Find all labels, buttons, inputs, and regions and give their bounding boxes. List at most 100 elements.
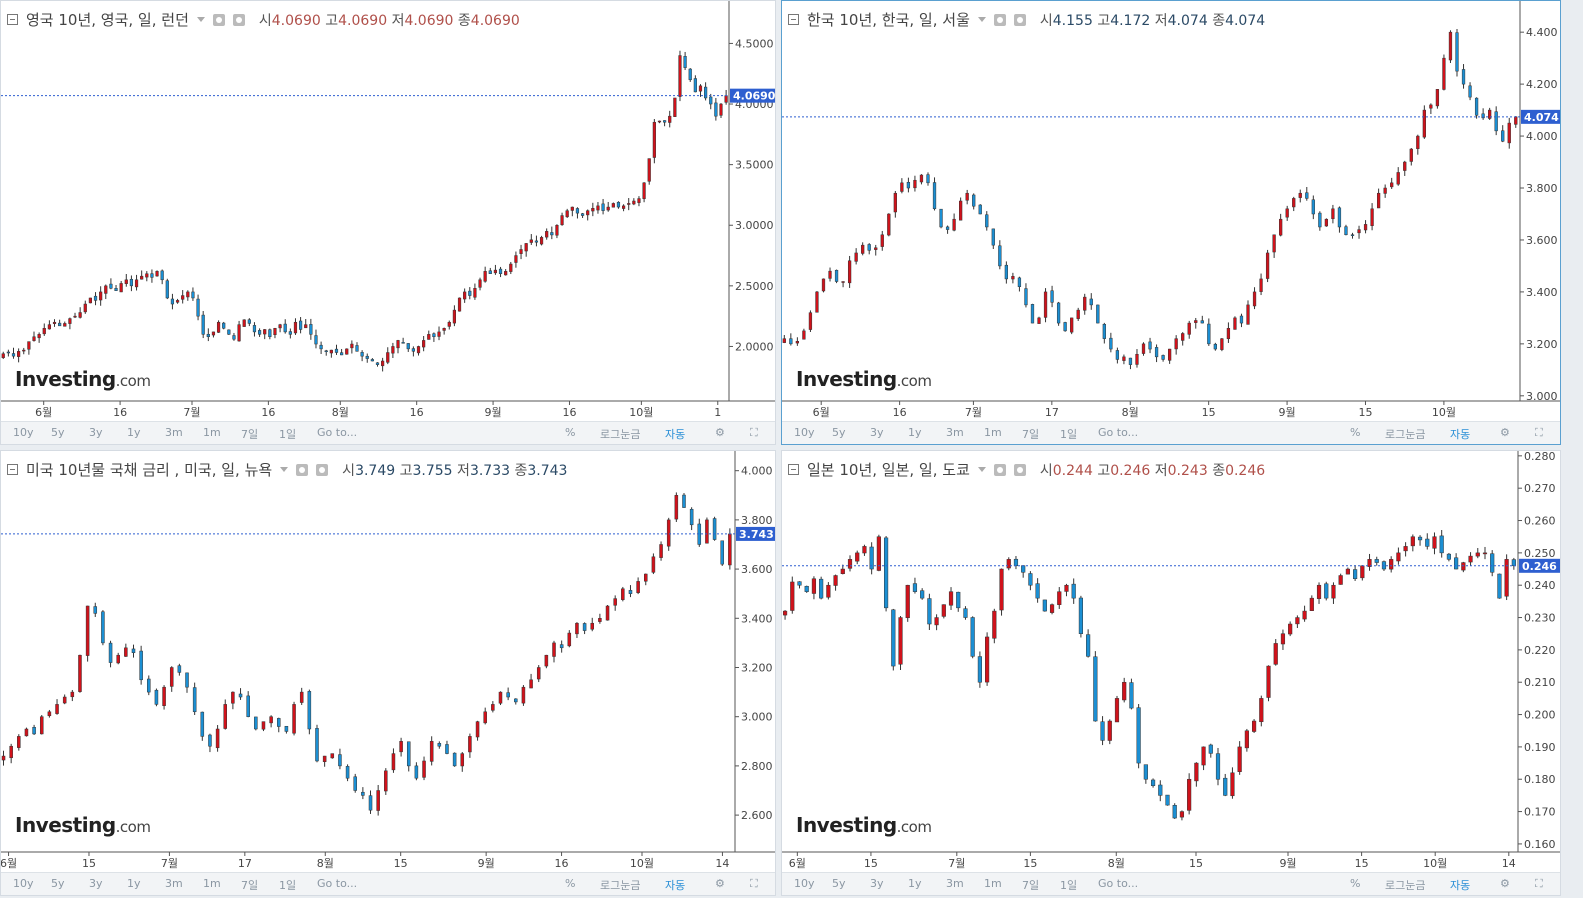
candle-body	[1292, 198, 1296, 208]
range-button[interactable]: 1일	[1060, 428, 1078, 441]
percent-toggle[interactable]: %	[565, 426, 576, 439]
settings-icon[interactable]	[1013, 13, 1026, 26]
range-button[interactable]: 7일	[1022, 879, 1040, 892]
chart-panel-us[interactable]: 2.600 2.800 3.000 3.200 3.400 3.600 3.800 4.000…	[0, 450, 776, 896]
range-button[interactable]: 3y	[870, 877, 884, 890]
range-button[interactable]: 1m	[203, 877, 221, 890]
range-button[interactable]: 7일	[241, 428, 259, 441]
settings-icon[interactable]: ⚙	[715, 877, 725, 890]
range-button[interactable]: Go to...	[1098, 877, 1139, 890]
fullscreen-icon[interactable]: ⛶	[750, 426, 758, 439]
fullscreen-icon[interactable]: ⛶	[1535, 877, 1543, 890]
candle-body	[62, 696, 67, 704]
range-button[interactable]: 1일	[279, 879, 297, 892]
candle-body	[252, 325, 257, 333]
settings-icon[interactable]: ⚙	[1500, 877, 1510, 890]
range-button[interactable]: 3m	[165, 877, 183, 890]
auto-scale-toggle[interactable]: 자동	[1450, 428, 1471, 441]
auto-scale-toggle[interactable]: 자동	[665, 879, 686, 892]
candle-body	[834, 269, 839, 282]
chart-panel-korea[interactable]: 3.000 3.200 3.400 3.600 3.800 4.000 4.200 4.400…	[781, 0, 1561, 445]
candle-body	[1129, 682, 1134, 709]
auto-scale-toggle[interactable]: 자동	[1450, 879, 1471, 892]
range-button[interactable]: 1y	[127, 877, 141, 890]
chart-panel-uk[interactable]: 2.0000 2.5000 3.0000 3.5000 4.0000 4.5000 6월 16…	[0, 0, 776, 445]
range-button[interactable]: 3y	[870, 426, 884, 439]
y-tick-label: 3.800	[741, 514, 773, 527]
percent-toggle[interactable]: %	[1350, 426, 1361, 439]
percent-toggle[interactable]: %	[1350, 877, 1361, 890]
range-button[interactable]: 3m	[946, 426, 964, 439]
collapse-icon[interactable]	[7, 464, 18, 475]
chart-title[interactable]: 일본 10년, 일본, 일, 도쿄	[807, 461, 970, 479]
candle-body	[972, 194, 976, 207]
dropdown-caret-icon[interactable]	[977, 17, 986, 22]
range-button[interactable]: 5y	[832, 877, 846, 890]
chart-title[interactable]: 미국 10년물 국채 금리 , 미국, 일, 뉴욕	[26, 461, 273, 479]
collapse-icon[interactable]	[788, 464, 799, 475]
camera-icon[interactable]	[993, 463, 1006, 476]
us-chart-svg[interactable]: 2.600 2.800 3.000 3.200 3.400 3.600 3.800 4.000…	[1, 451, 776, 872]
range-button[interactable]: 1m	[984, 426, 1002, 439]
range-button[interactable]: 5y	[51, 877, 65, 890]
range-button[interactable]: 5y	[832, 426, 846, 439]
candle-body	[491, 704, 495, 711]
range-button[interactable]: 1일	[1060, 879, 1078, 892]
log-scale-toggle[interactable]: 로그눈금	[1385, 879, 1426, 892]
japan-chart-svg[interactable]: 0.160 0.170 0.180 0.190 0.200 0.210 0.220 0.230…	[782, 451, 1561, 872]
range-button[interactable]: 1y	[908, 426, 922, 439]
candle-body	[1237, 746, 1242, 772]
percent-toggle[interactable]: %	[565, 877, 576, 890]
chart-title[interactable]: 영국 10년, 영국, 일, 런던	[26, 11, 189, 29]
range-button[interactable]: Go to...	[317, 877, 358, 890]
range-button[interactable]: 1m	[984, 877, 1002, 890]
settings-icon[interactable]: ⚙	[715, 426, 725, 439]
log-scale-toggle[interactable]: 로그눈금	[1385, 428, 1426, 441]
chart-title[interactable]: 한국 10년, 한국, 일, 서울	[807, 11, 970, 29]
range-button[interactable]: 1m	[203, 426, 221, 439]
range-button[interactable]: Go to...	[317, 426, 358, 439]
candle-body	[534, 240, 539, 243]
range-button[interactable]: 3y	[89, 426, 103, 439]
camera-icon[interactable]	[212, 13, 225, 26]
range-button[interactable]: 3m	[165, 426, 183, 439]
candle-body	[815, 291, 819, 313]
range-button[interactable]: 5y	[51, 426, 65, 439]
korea-chart-svg[interactable]: 3.000 3.200 3.400 3.600 3.800 4.000 4.200 4.400…	[782, 1, 1561, 421]
range-button[interactable]: 3y	[89, 877, 103, 890]
y-tick-label: 0.270	[1524, 482, 1556, 495]
collapse-icon[interactable]	[7, 14, 18, 25]
dropdown-caret-icon[interactable]	[977, 467, 986, 472]
last-price-badge	[1519, 558, 1560, 573]
range-button[interactable]: 1일	[279, 428, 297, 441]
range-button[interactable]: 10y	[13, 877, 34, 890]
dropdown-caret-icon[interactable]	[280, 467, 289, 472]
candle-body	[1318, 212, 1322, 228]
camera-icon[interactable]	[993, 13, 1006, 26]
fullscreen-icon[interactable]: ⛶	[1535, 426, 1543, 439]
camera-icon[interactable]	[296, 463, 309, 476]
range-button[interactable]: 1y	[908, 877, 922, 890]
settings-icon[interactable]	[232, 13, 245, 26]
range-button[interactable]: 10y	[794, 426, 815, 439]
close-label: 종	[1212, 462, 1226, 479]
range-button[interactable]: 7일	[1022, 428, 1040, 441]
log-scale-toggle[interactable]: 로그눈금	[600, 428, 641, 441]
candle-body	[1353, 569, 1358, 579]
range-button[interactable]: Go to...	[1098, 426, 1139, 439]
collapse-icon[interactable]	[788, 14, 799, 25]
range-button[interactable]: 1y	[127, 426, 141, 439]
settings-icon[interactable]	[316, 463, 329, 476]
fullscreen-icon[interactable]: ⛶	[750, 877, 758, 890]
auto-scale-toggle[interactable]: 자동	[665, 428, 686, 441]
range-button[interactable]: 7일	[241, 879, 259, 892]
dropdown-caret-icon[interactable]	[196, 17, 205, 22]
range-button[interactable]: 3m	[946, 877, 964, 890]
log-scale-toggle[interactable]: 로그눈금	[600, 879, 641, 892]
range-button[interactable]: 10y	[13, 426, 34, 439]
range-button[interactable]: 10y	[794, 877, 815, 890]
settings-icon[interactable]: ⚙	[1500, 426, 1510, 439]
settings-icon[interactable]	[1013, 463, 1026, 476]
chart-panel-japan[interactable]: 0.160 0.170 0.180 0.190 0.200 0.210 0.220 0.230…	[781, 450, 1561, 896]
